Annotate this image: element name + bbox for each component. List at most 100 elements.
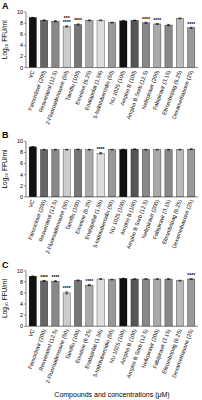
x-tick-label: Dexamethasone (25) bbox=[171, 69, 194, 119]
error-cap bbox=[54, 20, 57, 21]
y-tick-label: 0 bbox=[20, 65, 23, 71]
bar bbox=[52, 150, 59, 197]
y-tick-label: 4 bbox=[20, 42, 23, 48]
y-tick-label: 2 bbox=[20, 312, 23, 318]
error-line bbox=[89, 284, 90, 285]
error-bar bbox=[190, 278, 193, 280]
error-bar bbox=[178, 149, 181, 151]
error-cap bbox=[111, 149, 114, 150]
error-cap bbox=[178, 280, 181, 281]
y-tick bbox=[24, 196, 26, 197]
error-bar bbox=[54, 149, 57, 151]
error-line bbox=[134, 148, 135, 149]
error-cap bbox=[190, 278, 193, 279]
error-cap bbox=[133, 278, 136, 279]
bar bbox=[29, 276, 36, 326]
panel: B****0246810VCFamciclovir (200)Resveratr… bbox=[1, 130, 198, 254]
panel: C********************0246810VCFamciclovi… bbox=[1, 260, 198, 399]
significance-label: *** bbox=[64, 15, 70, 21]
error-bar bbox=[111, 149, 114, 151]
error-cap bbox=[31, 147, 34, 148]
error-cap bbox=[77, 23, 80, 24]
error-cap bbox=[88, 285, 91, 286]
error-line bbox=[78, 149, 79, 151]
x-axis-line bbox=[26, 67, 198, 68]
error-bar bbox=[133, 20, 136, 21]
bar bbox=[142, 150, 149, 197]
y-tick-label: 10 bbox=[17, 268, 23, 274]
panel-label: B bbox=[2, 130, 9, 140]
y-tick-label: 0 bbox=[20, 323, 23, 329]
error-bar bbox=[144, 149, 147, 151]
bar bbox=[29, 147, 36, 197]
bar bbox=[188, 28, 195, 68]
error-line bbox=[78, 24, 79, 25]
error-cap bbox=[65, 150, 68, 151]
error-cap bbox=[88, 150, 91, 151]
error-bar bbox=[111, 22, 114, 24]
bar bbox=[142, 23, 149, 68]
error-line bbox=[145, 22, 146, 23]
error-cap bbox=[111, 279, 114, 280]
bar bbox=[154, 24, 161, 68]
error-cap bbox=[133, 148, 136, 149]
error-cap bbox=[77, 279, 80, 280]
error-line bbox=[44, 280, 45, 282]
error-cap bbox=[31, 17, 34, 18]
significance-label: **** bbox=[63, 285, 71, 291]
error-bar bbox=[88, 19, 91, 21]
error-bar bbox=[88, 149, 91, 151]
marks bbox=[29, 147, 195, 197]
error-cap bbox=[122, 278, 125, 279]
error-bar bbox=[156, 278, 159, 280]
error-line bbox=[66, 292, 67, 294]
x-tick-label: VC bbox=[27, 328, 35, 337]
panel: A***********************0246810VCFamcicl… bbox=[1, 1, 198, 125]
y-tick bbox=[24, 185, 26, 186]
error-cap bbox=[54, 150, 57, 151]
error-bar bbox=[178, 17, 181, 19]
error-cap bbox=[156, 149, 159, 150]
error-line bbox=[78, 279, 79, 281]
error-line bbox=[44, 149, 45, 151]
y-tick-label: 4 bbox=[20, 172, 23, 178]
error-cap bbox=[43, 149, 46, 150]
error-bar bbox=[122, 149, 125, 150]
bar bbox=[120, 21, 127, 68]
error-cap bbox=[43, 281, 46, 282]
error-bar bbox=[65, 26, 68, 27]
error-cap bbox=[77, 149, 80, 150]
error-bar bbox=[31, 17, 34, 18]
y-tick bbox=[24, 12, 26, 13]
bar bbox=[188, 149, 195, 197]
error-cap bbox=[167, 278, 170, 279]
bar bbox=[97, 20, 104, 67]
error-cap bbox=[156, 150, 159, 151]
error-cap bbox=[122, 278, 125, 279]
error-cap bbox=[156, 278, 159, 279]
error-bar bbox=[43, 149, 46, 151]
error-cap bbox=[88, 284, 91, 285]
bar bbox=[188, 279, 195, 326]
error-line bbox=[55, 149, 56, 151]
error-cap bbox=[65, 293, 68, 294]
error-cap bbox=[122, 20, 125, 21]
error-bar bbox=[122, 278, 125, 279]
y-tick-label: 6 bbox=[20, 290, 23, 296]
error-bar bbox=[65, 149, 68, 151]
significance-label: **** bbox=[85, 278, 93, 284]
y-tick bbox=[24, 174, 26, 175]
error-cap bbox=[111, 150, 114, 151]
error-cap bbox=[133, 279, 136, 280]
y-tick bbox=[24, 304, 26, 305]
error-line bbox=[32, 17, 33, 18]
error-bar bbox=[133, 148, 136, 149]
error-line bbox=[100, 278, 101, 280]
error-cap bbox=[122, 21, 125, 22]
error-cap bbox=[31, 276, 34, 277]
error-line bbox=[100, 19, 101, 21]
error-cap bbox=[54, 281, 57, 282]
y-axis-line bbox=[26, 271, 27, 327]
error-cap bbox=[43, 19, 46, 20]
error-line bbox=[66, 149, 67, 151]
